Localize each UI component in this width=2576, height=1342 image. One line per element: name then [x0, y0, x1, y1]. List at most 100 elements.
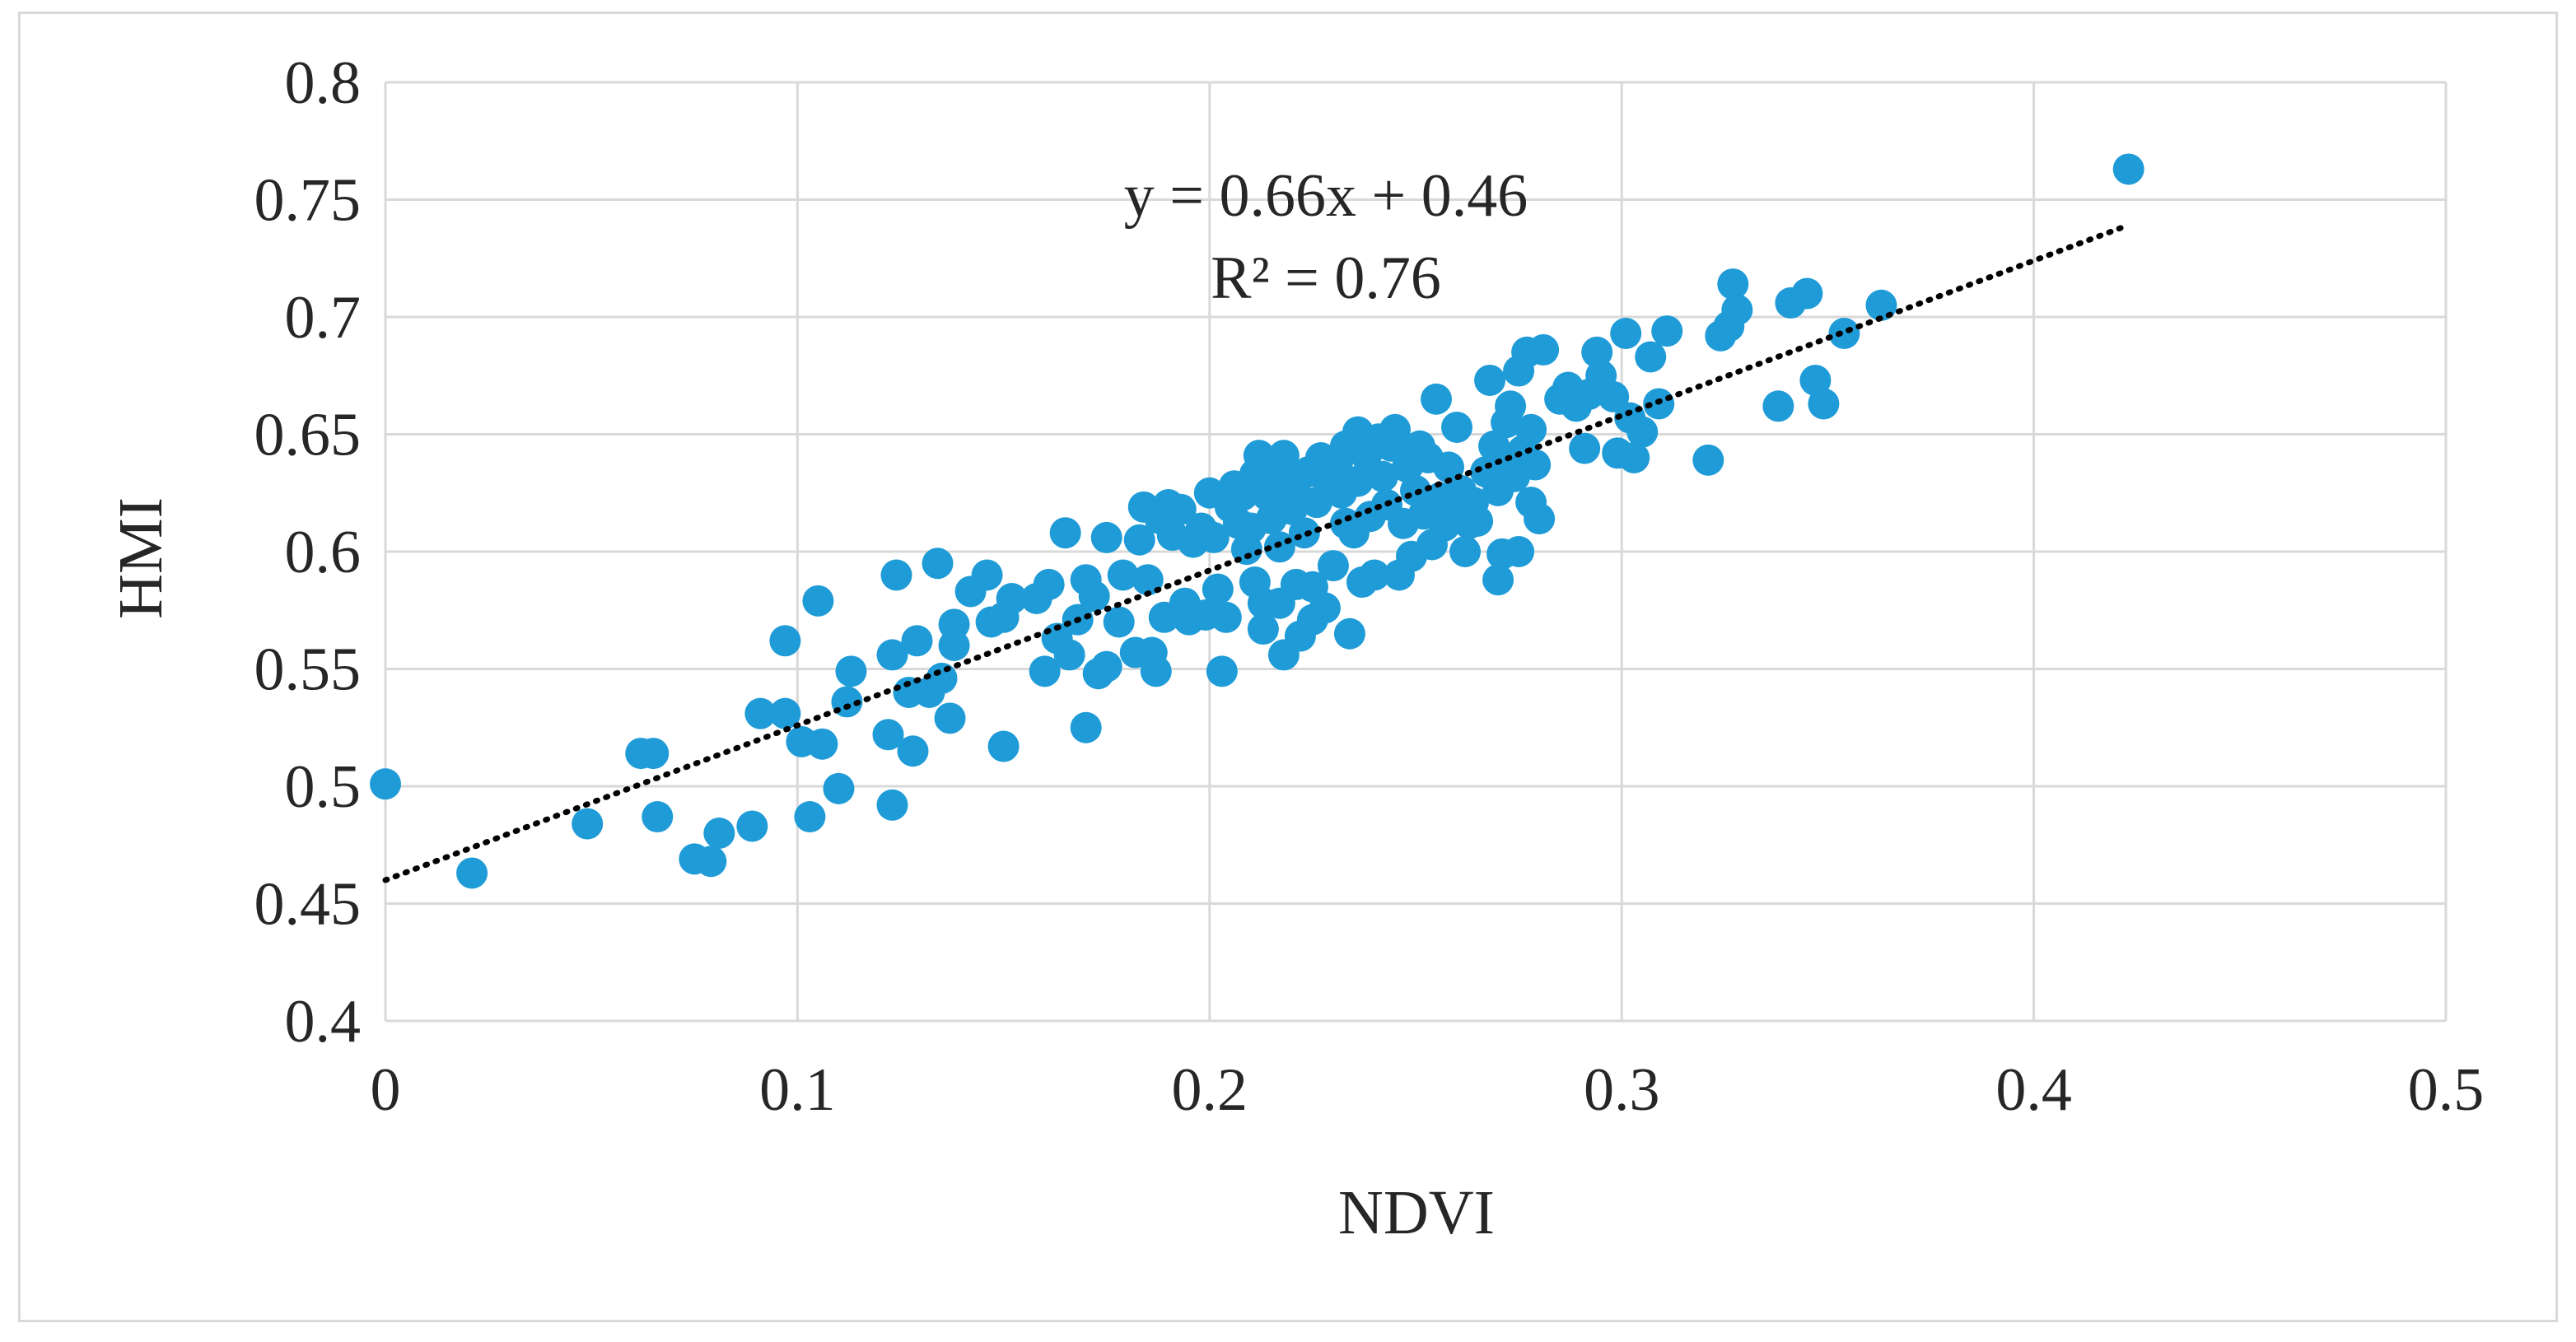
data-point-9 [736, 810, 768, 842]
data-point-189 [1828, 317, 1860, 349]
data-point-172 [1610, 317, 1642, 349]
y-tick-label-8: 0.8 [285, 49, 362, 117]
data-point-28 [922, 548, 954, 580]
data-point-166 [1569, 432, 1601, 464]
x-tick-labels: 0 0.1 0.2 0.3 0.4 0.5 [371, 1056, 2485, 1124]
trendline-group [382, 221, 2132, 883]
data-point-73 [1206, 655, 1238, 687]
y-axis-title: HMI [106, 497, 175, 619]
y-tick-label-0: 0.4 [285, 988, 362, 1055]
data-point-114 [1342, 465, 1374, 497]
data-point-91 [1267, 440, 1300, 472]
x-tick-label-3: 0.3 [1584, 1056, 1660, 1124]
trendline-equation: y = 0.66x + 0.46 [1124, 162, 1528, 230]
data-point-53 [1107, 559, 1139, 591]
data-point-34 [971, 559, 1003, 591]
data-point-106 [1317, 550, 1349, 582]
gridlines [384, 81, 2448, 1023]
data-point-179 [1692, 444, 1724, 476]
y-tick-label-6: 0.7 [285, 284, 362, 352]
data-point-123 [1379, 413, 1411, 445]
data-point-64 [1164, 493, 1197, 525]
trendline [382, 221, 2132, 883]
data-point-30 [934, 702, 966, 734]
data-point-178 [1651, 315, 1683, 347]
data-point-94 [1276, 493, 1308, 525]
data-point-2 [572, 808, 604, 840]
data-point-160 [1519, 449, 1552, 481]
data-point-4 [637, 738, 670, 770]
data-point-11 [769, 697, 801, 729]
data-point-41 [1033, 568, 1065, 600]
data-point-85 [1247, 613, 1279, 645]
data-point-8 [703, 818, 735, 849]
data-point-48 [1078, 580, 1110, 613]
data-point-152 [1495, 390, 1527, 422]
data-point-174 [1618, 442, 1650, 473]
y-tick-label-7: 0.75 [254, 167, 362, 235]
x-tick-label-4: 0.4 [1995, 1056, 2072, 1124]
data-point-22 [876, 639, 908, 671]
data-point-59 [1140, 655, 1172, 687]
data-point-43 [1049, 517, 1081, 549]
data-point-176 [1635, 341, 1667, 373]
x-axis-title: NDVI [1338, 1178, 1495, 1247]
data-point-188 [1808, 388, 1840, 420]
data-point-44 [1053, 639, 1085, 671]
data-point-52 [1103, 606, 1135, 638]
data-point-55 [1123, 524, 1155, 556]
data-point-25 [897, 735, 929, 767]
data-point-23 [880, 559, 912, 591]
data-point-21 [876, 789, 908, 821]
data-point-161 [1524, 503, 1556, 535]
x-tick-label-5: 0.5 [2408, 1056, 2485, 1124]
data-point-98 [1288, 517, 1320, 549]
data-point-104 [1309, 592, 1341, 624]
x-tick-label-0: 0 [371, 1056, 401, 1124]
data-point-111 [1333, 617, 1365, 650]
data-point-162 [1528, 333, 1560, 366]
r-squared-label: R² = 0.76 [1211, 245, 1441, 312]
data-point-158 [1515, 413, 1547, 445]
data-point-51 [1090, 521, 1122, 553]
data-point-133 [1421, 383, 1453, 415]
y-tick-label-3: 0.55 [254, 636, 362, 704]
data-point-184 [1762, 390, 1794, 422]
data-point-29 [926, 662, 958, 694]
data-point-17 [823, 772, 855, 804]
data-point-12 [769, 625, 801, 657]
data-point-46 [1070, 711, 1102, 743]
data-point-120 [1366, 460, 1398, 492]
x-tick-label-2: 0.2 [1172, 1056, 1248, 1124]
data-point-138 [1441, 411, 1473, 443]
data-point-155 [1503, 536, 1535, 567]
y-tick-label-4: 0.6 [285, 519, 362, 586]
data-point-14 [794, 801, 826, 833]
data-point-1 [456, 857, 488, 889]
data-point-26 [901, 625, 933, 657]
data-point-187 [1799, 364, 1832, 396]
data-point-0 [370, 768, 401, 800]
data-point-15 [802, 585, 834, 617]
data-point-19 [835, 655, 867, 687]
data-point-145 [1474, 364, 1506, 396]
data-point-191 [2112, 153, 2144, 185]
data-point-40 [1029, 655, 1061, 687]
data-point-5 [642, 801, 674, 833]
data-point-57 [1132, 564, 1164, 596]
data-point-32 [938, 608, 970, 641]
y-tick-label-5: 0.65 [254, 402, 362, 469]
data-point-37 [987, 730, 1020, 762]
data-point-175 [1626, 416, 1659, 448]
data-point-7 [695, 846, 727, 878]
data-point-148 [1482, 564, 1514, 596]
data-point-168 [1581, 336, 1613, 368]
data-point-183 [1721, 294, 1753, 326]
y-tick-labels: 0.4 0.45 0.5 0.55 0.6 0.65 0.7 0.75 0.8 [254, 49, 362, 1055]
data-point-71 [1197, 521, 1230, 553]
y-tick-label-2: 0.5 [285, 753, 362, 821]
scatter-points [370, 153, 2144, 889]
data-point-143 [1462, 505, 1494, 537]
data-point-182 [1717, 268, 1749, 301]
